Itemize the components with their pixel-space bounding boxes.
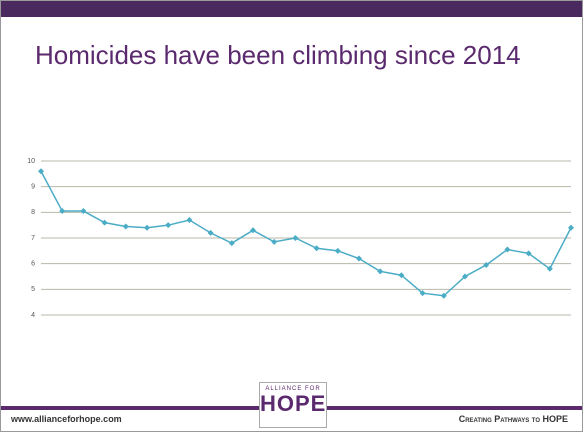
data-point [313,245,320,252]
y-tick-label: 7 [31,235,35,242]
footer-url: www.allianceforhope.com [11,414,122,424]
y-tick-label: 8 [31,209,35,216]
data-point [440,292,447,299]
data-point [292,235,299,241]
data-point [250,227,256,234]
data-point [568,224,574,231]
data-point [165,222,172,229]
data-point [271,238,278,245]
data-point [144,224,150,231]
y-tick-label: 9 [31,184,35,191]
logo-text: HOPE [260,391,327,416]
y-tick-label: 10 [27,158,35,165]
data-point [334,247,341,254]
series-line [40,170,572,297]
y-tick-label: 5 [31,286,35,293]
logo-small-text: ALLIANCE FOR [265,386,321,392]
footer-tagline: Creating Pathways to HOPE [458,414,568,424]
data-point [398,272,405,279]
data-point [504,246,511,253]
data-point [462,273,468,280]
y-tick-label: 6 [31,261,35,268]
data-point [525,250,532,257]
data-point [356,255,362,262]
data-point [59,208,66,215]
data-point [207,229,214,236]
slide-title: Homicides have been climbing since 2014 [35,40,521,70]
data-point [228,240,235,247]
data-point [122,223,129,230]
data-point [101,219,108,226]
data-point [186,217,193,224]
data-point [483,261,490,268]
chart: 4 5 6 7 8 9 10 [27,158,574,319]
data-point [38,168,44,175]
top-bar [1,1,582,17]
y-tick-label: 4 [31,312,35,319]
data-point [377,268,384,275]
data-point [546,265,553,272]
data-point [419,290,426,297]
data-point [80,208,87,215]
logo: ALLIANCE FOR HOPE [259,382,327,428]
